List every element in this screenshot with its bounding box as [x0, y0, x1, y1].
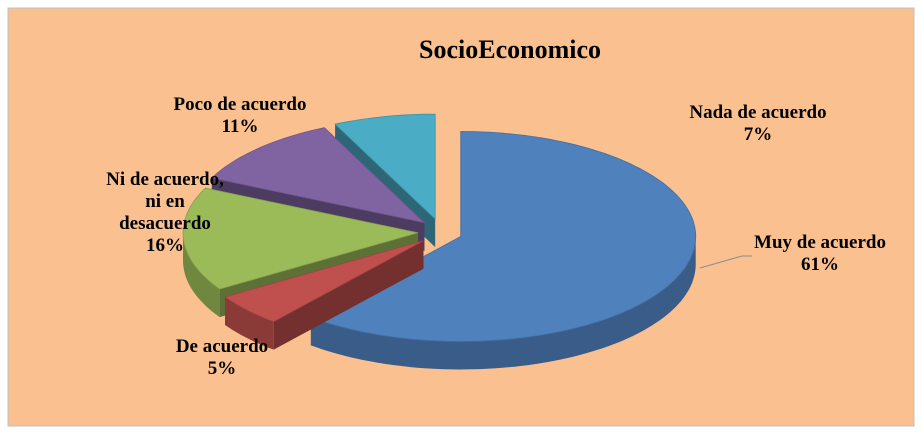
- data-label: Muy de acuerdo 61%: [754, 232, 886, 275]
- data-label: De acuerdo 5%: [176, 336, 268, 379]
- slice-side: [225, 297, 274, 350]
- category-label: Poco de acuerdo: [174, 94, 307, 115]
- value-label: 61%: [801, 254, 839, 275]
- data-label: Ni de acuerdo, ni en desacuerdo 16%: [106, 169, 224, 256]
- value-label: 11%: [222, 116, 259, 137]
- slice-top: [309, 131, 697, 342]
- category-line: Muy de acuerdo: [754, 232, 886, 253]
- data-label: Poco de acuerdo 11%: [174, 94, 307, 137]
- category-line: De acuerdo: [176, 336, 268, 357]
- slice-side: [183, 232, 220, 318]
- category-line: Poco de acuerdo: [174, 94, 307, 115]
- category-line: Nada de acuerdo: [689, 102, 826, 123]
- slice-top: [224, 240, 424, 323]
- data-label: Nada de acuerdo 7%: [689, 102, 826, 145]
- slice-top: [210, 127, 426, 224]
- category-label: Muy de acuerdo: [754, 232, 886, 253]
- slice-side: [310, 236, 696, 370]
- leader-line: [699, 255, 752, 269]
- slice: [224, 240, 424, 350]
- category-line: ni en: [145, 191, 185, 212]
- category-label: Ni de acuerdo, ni en desacuerdo: [106, 169, 224, 234]
- value-label: 5%: [208, 358, 237, 379]
- category-line: desacuerdo: [119, 213, 211, 234]
- category-label: Nada de acuerdo: [689, 102, 826, 123]
- slice-top: [334, 113, 436, 221]
- category-line: Ni de acuerdo,: [106, 169, 224, 190]
- value-label: 7%: [744, 124, 773, 145]
- category-label: De acuerdo: [176, 336, 268, 357]
- chart-title: SocioEconomico: [419, 35, 601, 64]
- slice-top: [182, 187, 419, 290]
- value-label: 16%: [146, 235, 184, 256]
